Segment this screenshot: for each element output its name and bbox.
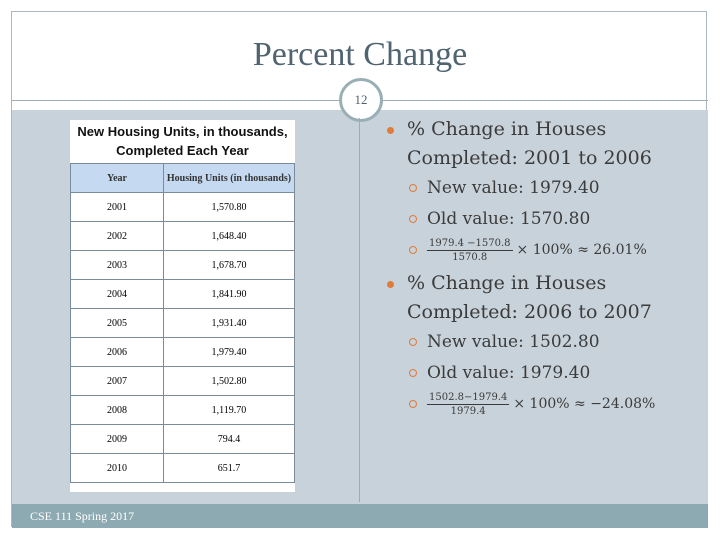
- column-header: Housing Units (in thousands): [163, 163, 295, 193]
- table-row: 2003 1,678.70: [70, 250, 295, 280]
- units-cell: 1,570.80: [163, 192, 295, 222]
- housing-table: Year Housing Units (in thousands) 2001 1,…: [70, 163, 295, 483]
- bullet: % Change in Houses Completed: 2001 to 20…: [385, 115, 705, 173]
- table-row: 2001 1,570.80: [70, 192, 295, 222]
- table-row: 2008 1,119.70: [70, 395, 295, 425]
- footer-text: CSE 111 Spring 2017: [30, 509, 135, 523]
- year-cell: 2002: [70, 221, 164, 251]
- units-cell: 1,119.70: [163, 395, 295, 425]
- slide-number: 12: [339, 78, 383, 122]
- sub-bullet: New value: 1979.40: [385, 173, 705, 204]
- divider: [359, 118, 360, 502]
- footer-bar: [12, 504, 708, 528]
- denominator: 1570.8: [452, 252, 488, 263]
- table-title: New Housing Units, in thousands, Complet…: [77, 124, 288, 158]
- table-row: 2006 1,979.40: [70, 337, 295, 367]
- table-row: 2009 794.4: [70, 424, 295, 454]
- fraction: 1979.4 −1570.8 1570.8: [427, 237, 513, 264]
- year-cell: 2008: [70, 395, 164, 425]
- year-cell: 2006: [70, 337, 164, 367]
- bullet-list: % Change in Houses Completed: 2001 to 20…: [385, 112, 705, 420]
- table-row: 2007 1,502.80: [70, 366, 295, 396]
- sub-bullet: New value: 1502.80: [385, 327, 705, 358]
- table-row: 2005 1,931.40: [70, 308, 295, 338]
- sub-bullet: Old value: 1979.40: [385, 358, 705, 389]
- formula-bullet: 1502.8−1979.4 1979.4 × 100% ≈ −24.08%: [385, 389, 705, 420]
- year-cell: 2010: [70, 453, 164, 483]
- units-cell: 794.4: [163, 424, 295, 454]
- year-cell: 2007: [70, 366, 164, 396]
- table-row: 2002 1,648.40: [70, 221, 295, 251]
- units-cell: 1,502.80: [163, 366, 295, 396]
- units-cell: 1,648.40: [163, 221, 295, 251]
- header-row: Year Housing Units (in thousands): [70, 163, 295, 193]
- formula-tail: × 100% ≈ 26.01%: [516, 242, 647, 258]
- year-cell: 2001: [70, 192, 164, 222]
- year-cell: 2005: [70, 308, 164, 338]
- table-row: 2004 1,841.90: [70, 279, 295, 309]
- year-cell: 2004: [70, 279, 164, 309]
- formula-tail: × 100% ≈ −24.08%: [513, 396, 656, 412]
- sub-bullet: Old value: 1570.80: [385, 204, 705, 235]
- fraction: 1502.8−1979.4 1979.4: [427, 391, 510, 418]
- units-cell: 1,841.90: [163, 279, 295, 309]
- units-cell: 651.7: [163, 453, 295, 483]
- units-cell: 1,678.70: [163, 250, 295, 280]
- numerator: 1979.4 −1570.8: [427, 238, 513, 251]
- table-row: 2010 651.7: [70, 453, 295, 483]
- column-header: Year: [70, 163, 164, 193]
- numerator: 1502.8−1979.4: [427, 392, 510, 405]
- units-cell: 1,979.40: [163, 337, 295, 367]
- year-cell: 2003: [70, 250, 164, 280]
- bullet: % Change in Houses Completed: 2006 to 20…: [385, 269, 705, 327]
- formula-bullet: 1979.4 −1570.8 1570.8 × 100% ≈ 26.01%: [385, 235, 705, 266]
- units-cell: 1,931.40: [163, 308, 295, 338]
- year-cell: 2009: [70, 424, 164, 454]
- denominator: 1979.4: [450, 406, 486, 417]
- slide-title: Percent Change: [252, 36, 468, 73]
